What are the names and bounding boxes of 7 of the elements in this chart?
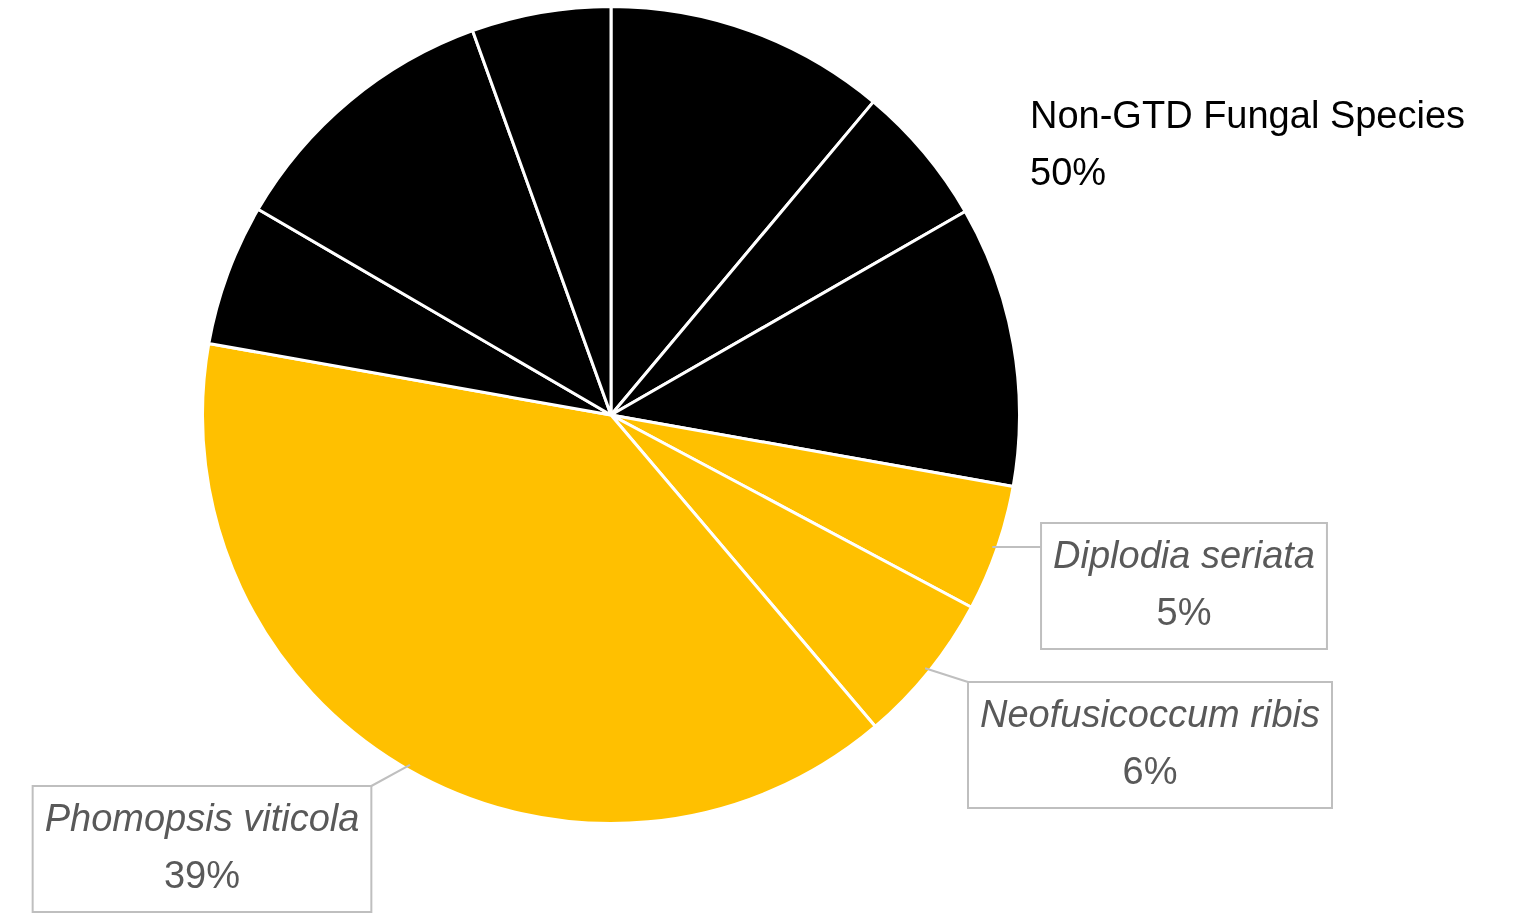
data-label: 39%: [163, 854, 241, 897]
data-label: 6%: [1122, 750, 1178, 793]
text: Non-GTD Fungal Species 50%: [1030, 94, 1466, 194]
slice-label: Neofusicoccum ribis: [980, 692, 1320, 735]
data-label: 5%: [1156, 591, 1212, 634]
slice-label: Diplodia seriata: [1053, 533, 1315, 576]
slice-label: Phomopsis viticola: [44, 796, 360, 839]
